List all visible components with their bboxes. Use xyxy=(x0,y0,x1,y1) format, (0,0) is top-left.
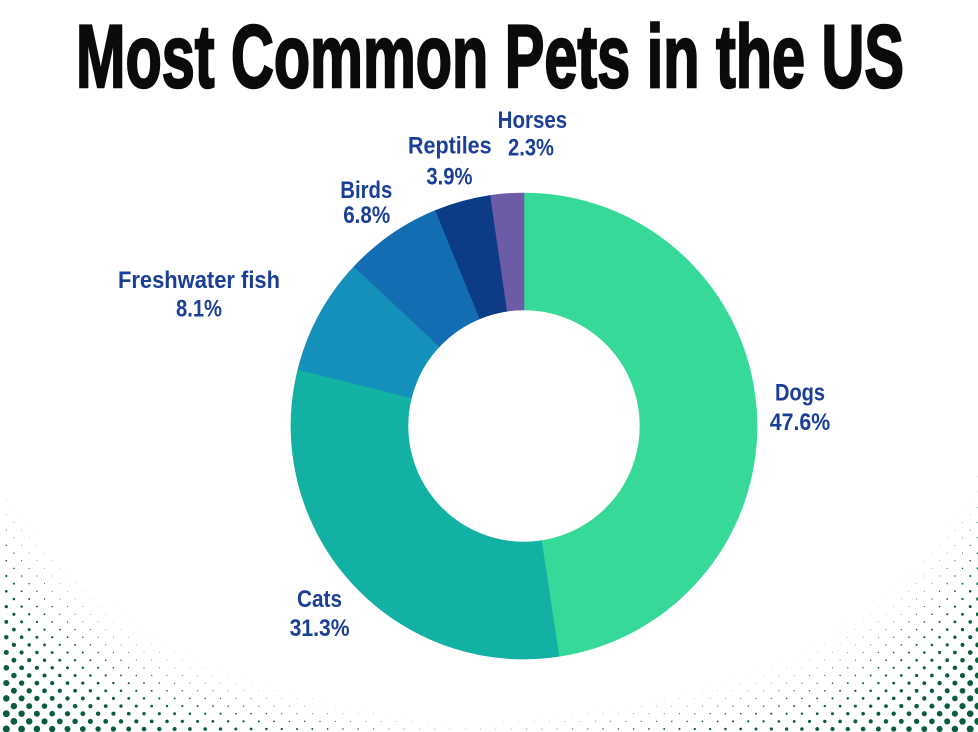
svg-text:Most Common Pets in the US: Most Common Pets in the US xyxy=(76,6,904,106)
svg-text:47.6%: 47.6% xyxy=(770,409,831,436)
svg-text:Horses: Horses xyxy=(498,107,568,134)
svg-text:Cats: Cats xyxy=(297,586,342,613)
svg-text:6.8%: 6.8% xyxy=(343,202,390,229)
svg-text:31.3%: 31.3% xyxy=(290,615,350,642)
svg-text:Reptiles: Reptiles xyxy=(408,132,492,159)
svg-text:8.1%: 8.1% xyxy=(176,295,222,322)
svg-text:Dogs: Dogs xyxy=(775,380,825,407)
svg-text:3.9%: 3.9% xyxy=(426,163,472,190)
svg-text:2.3%: 2.3% xyxy=(508,134,554,161)
svg-text:Freshwater fish: Freshwater fish xyxy=(118,267,280,294)
svg-text:Birds: Birds xyxy=(340,177,392,204)
